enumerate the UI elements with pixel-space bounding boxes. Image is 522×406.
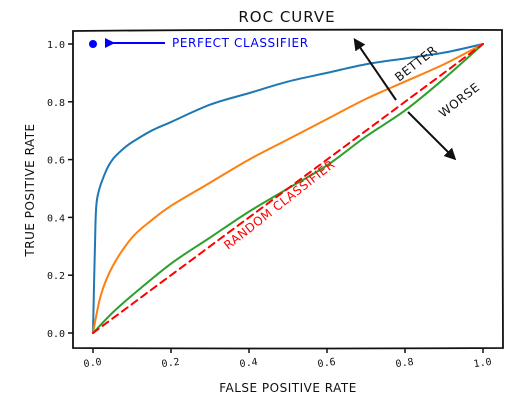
axis-ticks: 0.0 0.2 0.4 0.6 0.8 1.0 0.0 0.2 0.4 0.6 0.8 1.0: [47, 40, 492, 370]
worse-label: WORSE: [436, 80, 482, 120]
y-axis-title: TRUE POSITIVE RATE: [23, 123, 37, 257]
worse-arrow: [407, 111, 457, 161]
x-tick-label: 1.0: [473, 357, 492, 370]
better-label: BETTER: [392, 43, 440, 85]
roc-series-3: [92, 43, 484, 334]
plot-frame: [72, 28, 504, 350]
better-arrow: [353, 38, 397, 101]
y-tick-label: 0.2: [47, 271, 65, 282]
perfect-classifier-label: PERFECT CLASSIFIER: [172, 36, 309, 50]
x-tick-label: 0.6: [317, 357, 336, 370]
x-axis-title: FALSE POSITIVE RATE: [219, 381, 357, 395]
y-tick-label: 0.0: [47, 329, 65, 340]
x-tick-label: 0.8: [395, 357, 414, 370]
roc-series-4: [92, 43, 484, 334]
chart-title: ROC CURVE: [238, 8, 335, 26]
data-points: [89, 40, 97, 48]
plot-border: [72, 28, 504, 350]
y-tick-label: 0.6: [47, 156, 65, 167]
series-lines: [92, 43, 484, 334]
perfect-classifier-point: [89, 40, 97, 48]
y-tick-label: 0.8: [47, 98, 65, 109]
roc-series-2: [92, 43, 484, 334]
y-tick-label: 1.0: [47, 40, 65, 51]
x-tick-label: 0.2: [161, 357, 180, 370]
random-classifier-label: RANDOM CLASSIFIER: [221, 157, 337, 252]
roc-series-1: [92, 43, 484, 334]
x-tick-label: 0.0: [83, 357, 102, 370]
x-tick-label: 0.4: [239, 357, 258, 370]
y-tick-label: 0.4: [47, 213, 65, 224]
